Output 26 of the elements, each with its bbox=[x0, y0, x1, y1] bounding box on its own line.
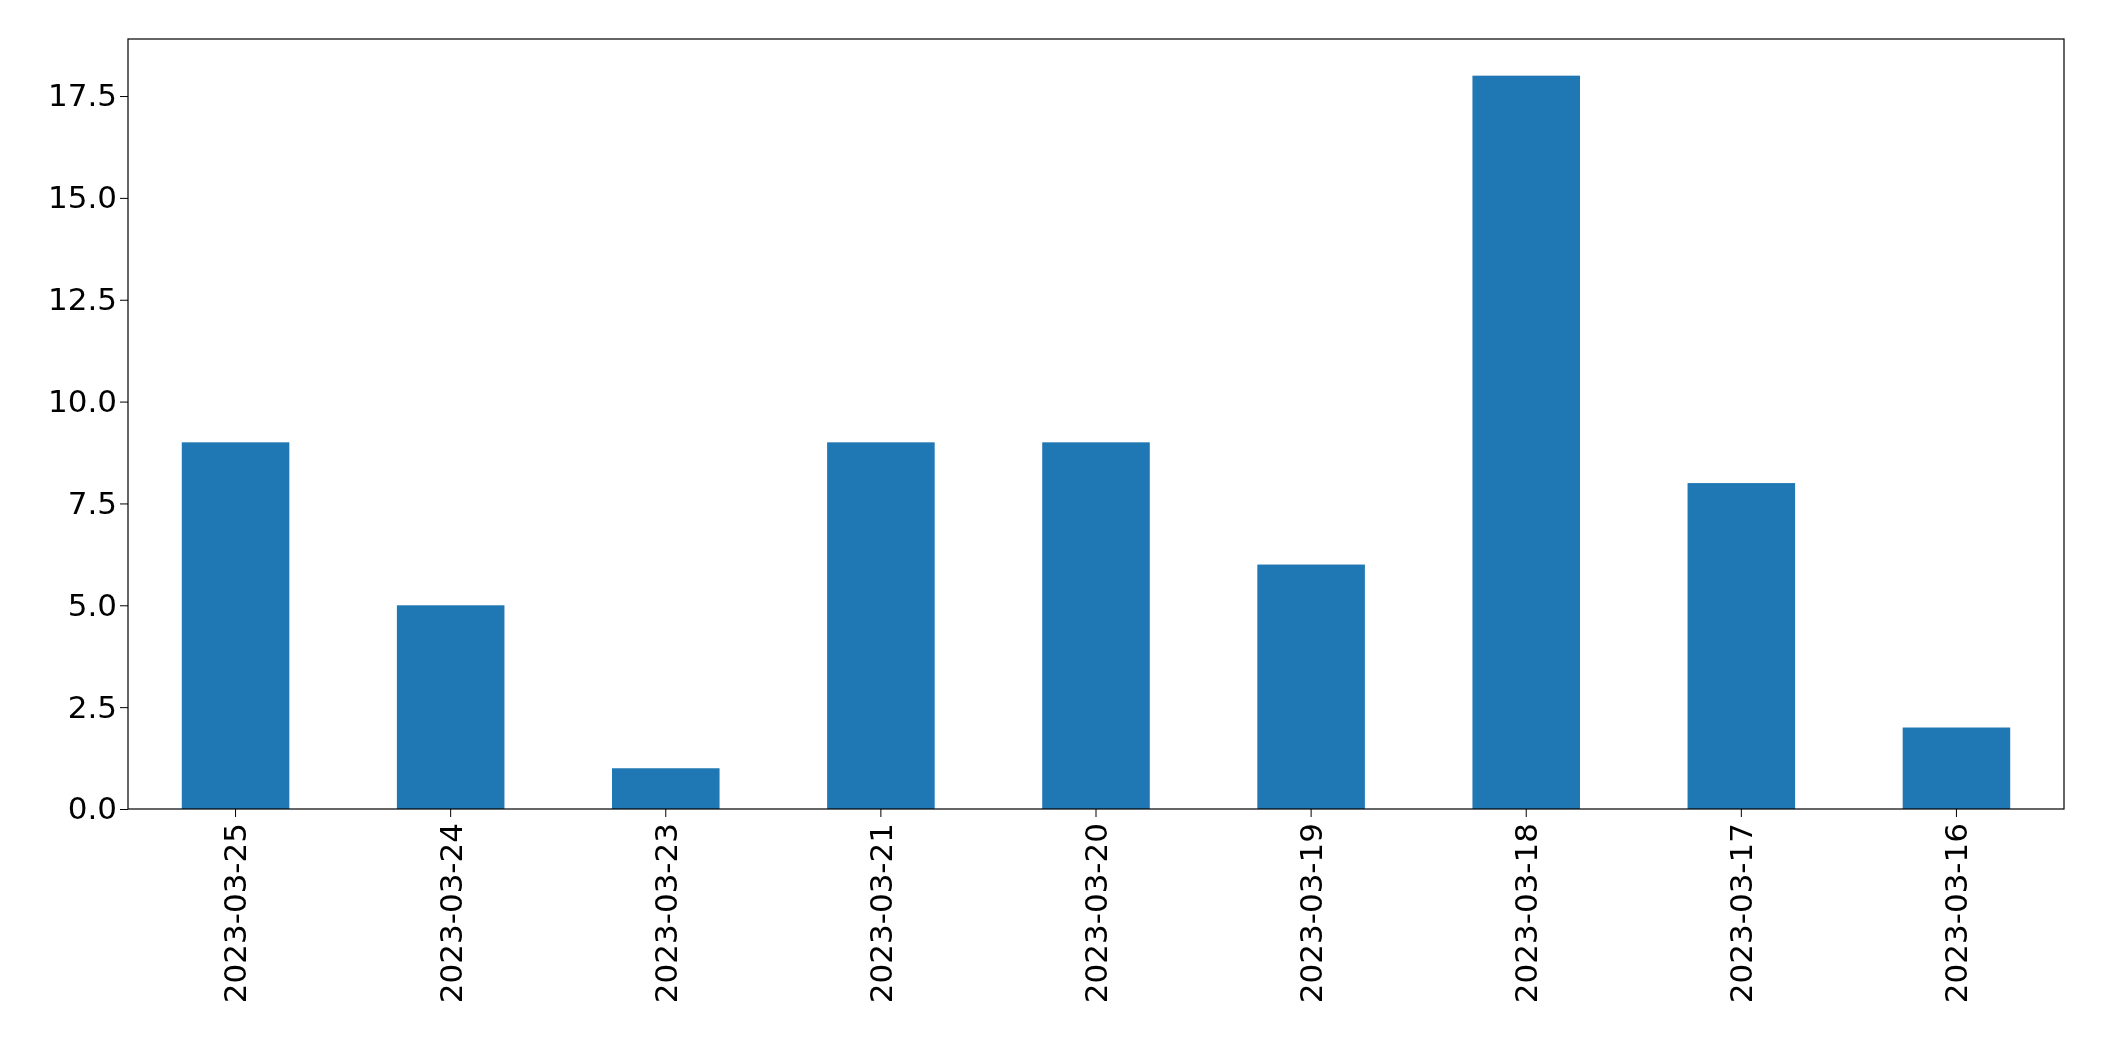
y-tick-label: 15.0 bbox=[47, 179, 117, 216]
bar bbox=[1902, 727, 2011, 809]
x-tick-label: 2023-03-21 bbox=[862, 823, 899, 1004]
x-tick-label: 2023-03-20 bbox=[1077, 823, 1114, 1004]
y-tick-label: 12.5 bbox=[47, 281, 117, 318]
bar bbox=[1472, 75, 1580, 809]
y-tick-label: 7.5 bbox=[67, 484, 117, 521]
x-tick-label: 2023-03-17 bbox=[1723, 823, 1760, 1004]
x-tick-label: 2023-03-23 bbox=[647, 823, 684, 1004]
bar bbox=[1042, 442, 1150, 809]
x-tick-label: 2023-03-24 bbox=[432, 823, 469, 1004]
x-tick-label: 2023-03-16 bbox=[1938, 823, 1975, 1004]
x-tick-label: 2023-03-19 bbox=[1292, 823, 1329, 1004]
bar bbox=[1257, 564, 1365, 809]
x-tick-label: 2023-03-25 bbox=[217, 823, 254, 1004]
bar bbox=[612, 768, 720, 809]
x-tick-label: 2023-03-18 bbox=[1508, 823, 1545, 1004]
y-tick-label: 10.0 bbox=[47, 383, 117, 420]
bar bbox=[1687, 483, 1796, 809]
y-tick-label: 0.0 bbox=[67, 790, 117, 827]
bar bbox=[396, 605, 505, 809]
y-tick-label: 2.5 bbox=[67, 688, 117, 725]
y-tick-label: 5.0 bbox=[67, 586, 117, 623]
bar bbox=[181, 442, 290, 809]
y-tick-label: 17.5 bbox=[47, 77, 117, 114]
bar bbox=[827, 442, 935, 809]
